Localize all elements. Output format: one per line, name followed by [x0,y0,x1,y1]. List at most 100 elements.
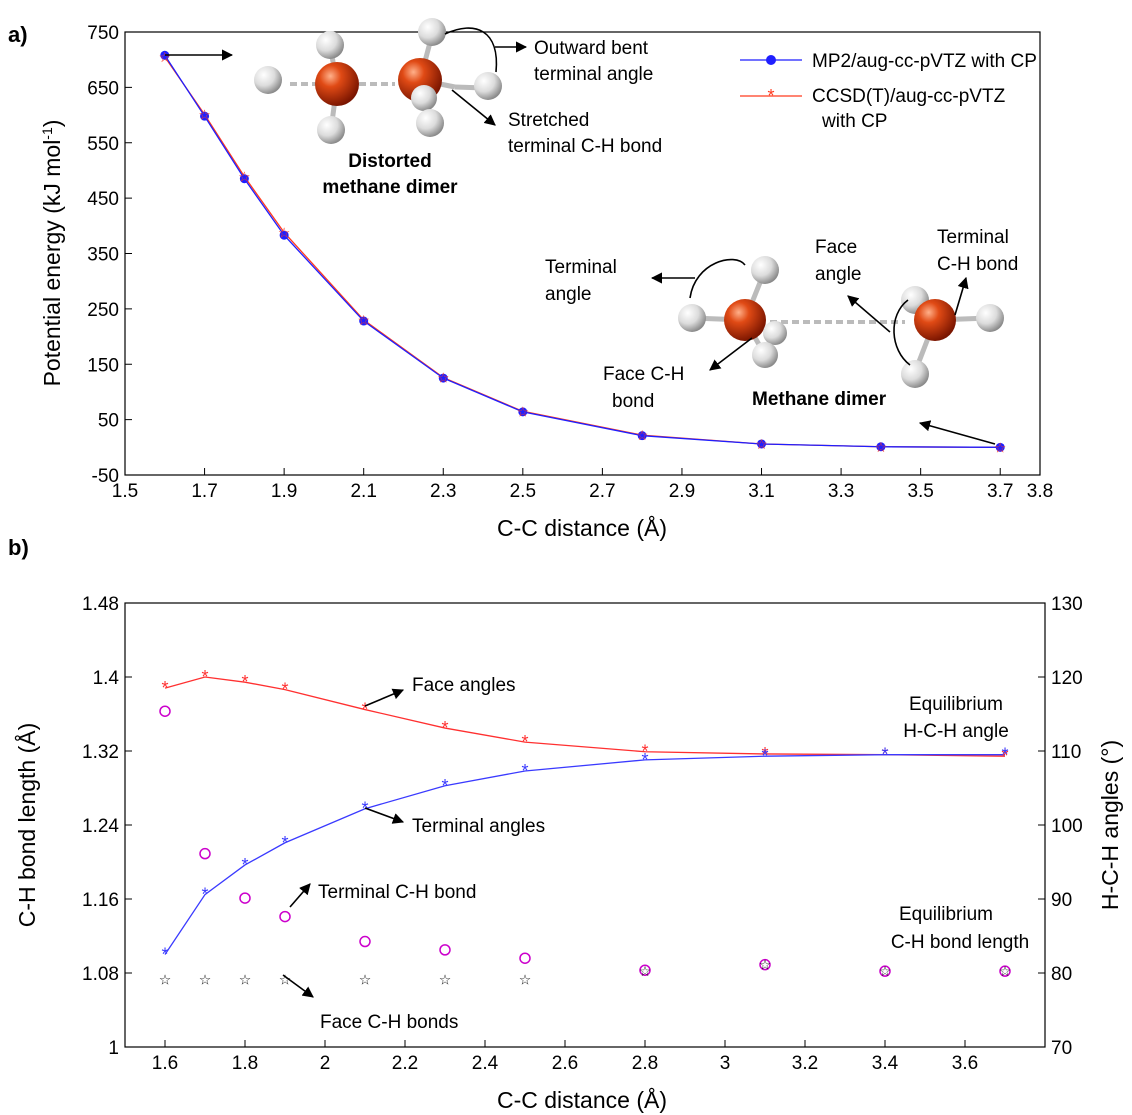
annotation-outward-2: terminal angle [534,64,653,85]
x-axis-label-b: C-C distance (Å) [497,1086,667,1113]
annotation-stretched-1: Stretched [508,110,589,131]
point-b-asterisk: * [201,885,208,905]
point-b-asterisk: * [761,746,768,766]
point-dot [995,442,1005,452]
panel-b-label: b) [8,535,29,560]
axis-ticks-b: 1.6 1.8 2 2.2 2.4 2.6 2.8 3 3.2 3.4 3.6 1 1.08 1.16 1.… [82,594,1083,1074]
point-b-asterisk: * [281,833,288,853]
y-tick-label-b-right: 80 [1051,964,1072,985]
annotation-stretched-2: terminal C-H bond [508,136,662,157]
point-b-asterisk: * [881,745,888,765]
annotation-face-angle-2: angle [815,264,862,285]
legend-ccsd-marker: * [767,86,774,106]
series-line-b [164,676,1006,757]
point-dot [518,407,528,417]
annotation-face-bond-1: Face C-H [603,364,684,385]
point-b-asterisk: * [281,680,288,700]
point-dot [438,373,448,383]
annotation-terminal-bond-1: Terminal [937,227,1009,248]
annotation-terminal-angles: Terminal angles [412,816,545,837]
x-tick-label-a: 2.9 [669,481,695,502]
y-tick-label-a: 350 [87,245,119,266]
point-dot [160,50,170,60]
y-tick-label-b-left: 1.32 [82,742,119,763]
point-b-circle [639,964,651,976]
y-tick-label-a: 450 [87,189,119,210]
point-b-asterisk: * [441,776,448,796]
point-star: ☆ [159,49,172,65]
x-tick-label-a: 3.1 [748,481,774,502]
point-b-asterisk: * [201,667,208,687]
point-b-star: ☆ [159,971,172,987]
annotation-outward-1: Outward bent [534,38,649,59]
point-b-star: ☆ [639,963,652,979]
series-lines-b [164,676,1006,955]
plot-frame-b [124,602,1046,1048]
point-b-asterisk: * [161,945,168,965]
x-tick-label-a: 2.7 [589,481,615,502]
point-b-asterisk: * [641,750,648,770]
point-b-asterisk: * [441,718,448,738]
legend-ccsd-label-2: with CP [821,111,887,132]
x-tick-label-b: 2 [320,1053,331,1074]
y-axis-label-b-right: H-C-H angles (°) [1097,740,1123,910]
x-tick-label-b: 3.2 [792,1053,818,1074]
point-b-circle [239,892,251,904]
annotation-methane-dimer: Methane dimer [752,389,887,410]
y-tick-label-b-left: 1.4 [93,668,120,689]
series-markers-a: ☆ ☆ ☆ ☆ ☆ ☆ ☆ ☆ ☆ ☆ ☆ [159,49,1007,455]
methane-dimer-molecule [678,256,1004,388]
annotation-face-bond-2: bond [612,391,654,412]
point-b-circle [159,705,171,717]
x-tick-label-a: 1.5 [112,481,138,502]
y-tick-label-b-right: 90 [1051,890,1072,911]
point-b-asterisk: * [241,672,248,692]
y-axis-label-b-left: C-H bond length (Å) [13,723,40,928]
point-star: ☆ [755,436,768,452]
chart-panel-b: b) 1.6 1.8 2 2.2 2.4 2.6 2.8 3 3.2 3.4 3.6 1 1.08 1.1… [8,535,1123,1113]
point-star: ☆ [278,224,291,240]
point-dot [757,439,767,449]
legend-mp2-marker [766,55,776,65]
point-b-circle [759,958,771,971]
point-b-asterisk: * [161,678,168,698]
point-star: ☆ [517,403,530,419]
annotation-distorted-1: Distorted [348,151,431,172]
y-tick-label-b-left: 1.08 [82,964,119,985]
y-tick-label-b-left: 1.48 [82,594,119,615]
point-b-asterisk: * [521,732,528,752]
legend-mp2-label: MP2/aug-cc-pVTZ with CP [812,51,1037,72]
point-b-asterisk: * [521,761,528,781]
point-b-asterisk: * [761,744,768,764]
x-tick-label-b: 1.8 [232,1053,258,1074]
x-axis-label-a: C-C distance (Å) [497,514,667,541]
x-tick-label-b: 2.4 [472,1053,499,1074]
distorted-dimer-molecule [254,18,502,144]
point-dot [200,111,210,121]
point-dot [359,316,369,326]
point-b-asterisk: * [1001,745,1008,765]
point-b-star: ☆ [759,957,772,973]
series-line-b [164,754,1005,955]
point-dot [876,442,886,452]
y-tick-label-b-left: 1.24 [82,816,119,837]
point-star: ☆ [198,107,211,123]
point-dot [637,431,647,441]
annotation-face-ch-bonds: Face C-H bonds [320,1012,458,1033]
point-b-star: ☆ [359,971,372,987]
y-tick-label-b-right: 110 [1051,742,1081,763]
y-tick-label-b-left: 1 [108,1038,119,1059]
y-tick-label-b-right: 70 [1051,1038,1072,1059]
point-b-circle [279,910,291,923]
point-b-asterisk: * [641,742,648,762]
point-b-star: ☆ [199,971,212,987]
point-star: ☆ [994,439,1007,455]
y-tick-label-a: -50 [92,466,119,487]
point-b-star: ☆ [279,971,292,987]
legend-a: MP2/aug-cc-pVTZ with CP * CCSD(T)/aug-cc… [740,51,1037,132]
point-b-circle [999,965,1011,977]
annotation-eq-bond-1: Equilibrium [899,904,993,925]
y-tick-label-a: 50 [98,411,119,432]
chart-panel-a: a) 1.5 1.7 1.9 2.1 2.3 2.5 2.7 2.9 3.1 3.3 3.5 3.7 3… [8,18,1053,541]
